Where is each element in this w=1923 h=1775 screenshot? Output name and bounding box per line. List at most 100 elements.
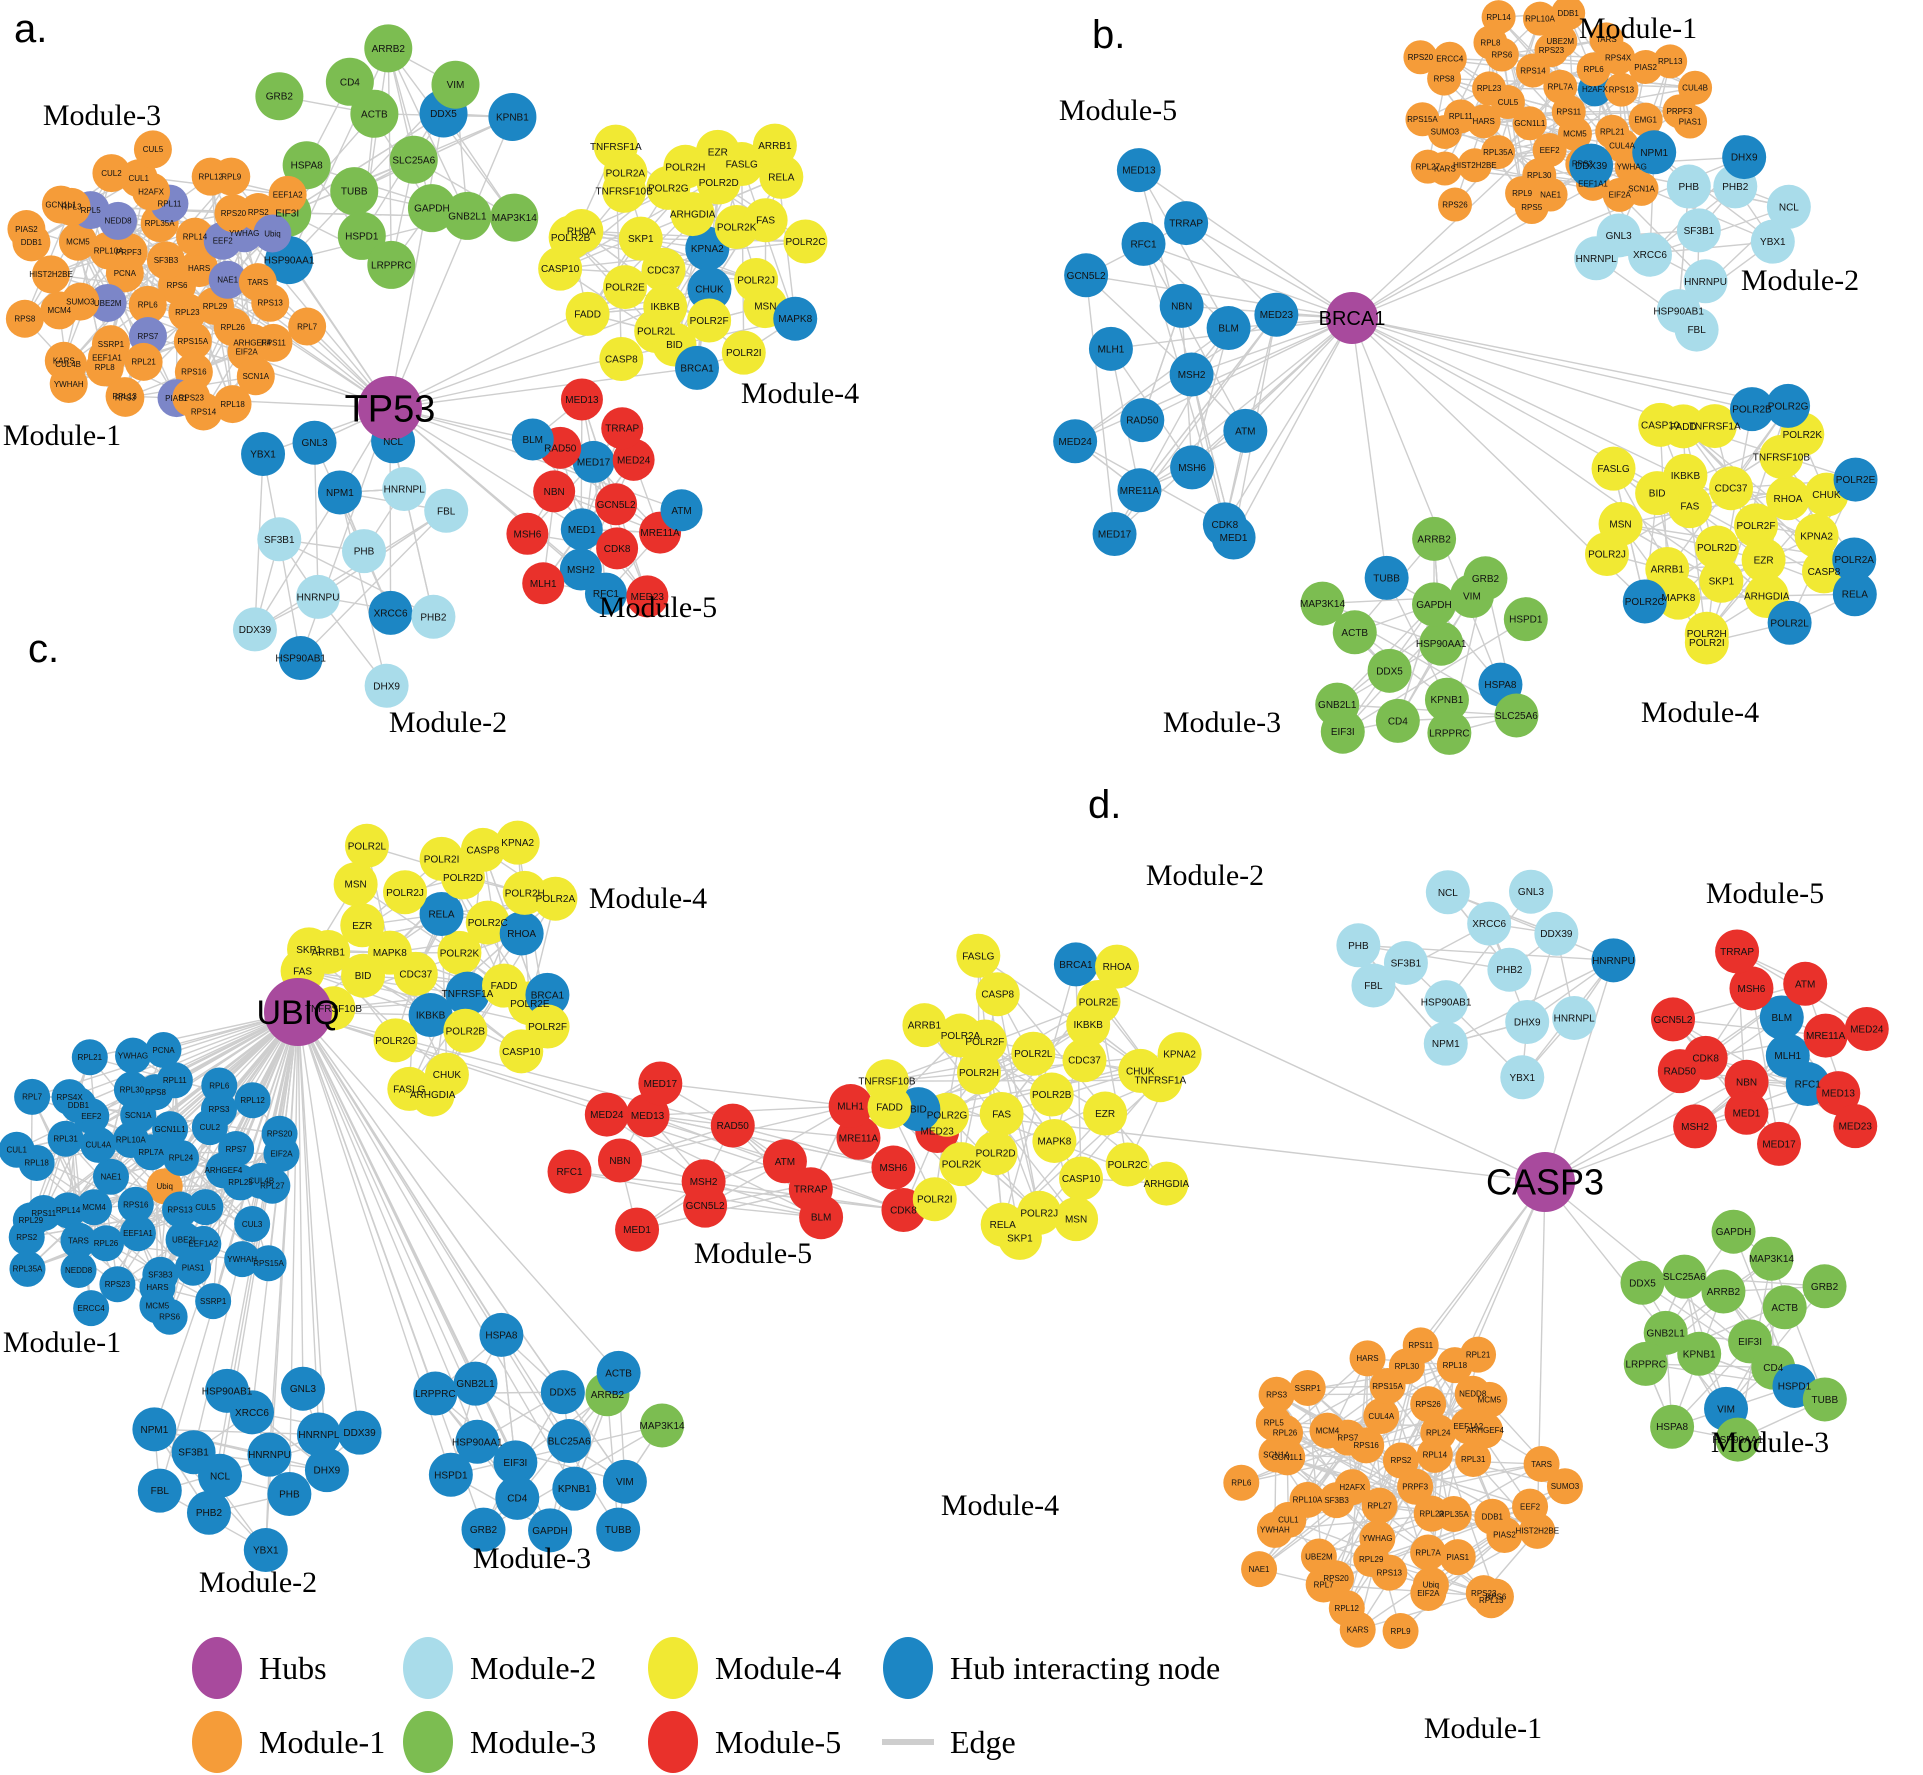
node-GNB2L1[interactable]: [453, 1361, 498, 1406]
node-EMG1[interactable]: [1628, 102, 1663, 137]
node-GAPDH[interactable]: [528, 1508, 573, 1553]
node-MSH6[interactable]: [1729, 966, 1774, 1011]
node-CASP10[interactable]: [1059, 1156, 1104, 1201]
node-SLC25A6[interactable]: [1662, 1254, 1707, 1299]
node-POLR2F[interactable]: [1734, 503, 1779, 548]
node-ACTB[interactable]: [1762, 1285, 1807, 1330]
node-RPL7[interactable]: [288, 307, 327, 346]
node-PIAS1[interactable]: [175, 1249, 212, 1286]
node-HARS[interactable]: [1349, 1340, 1386, 1377]
node-MAP3K14[interactable]: [1749, 1236, 1794, 1281]
node-PHB[interactable]: [341, 529, 386, 574]
node-GRB2[interactable]: [461, 1507, 506, 1552]
node-UBE2M[interactable]: [1543, 24, 1578, 59]
node-POLR2B[interactable]: [1029, 1072, 1074, 1117]
node-RPS15A[interactable]: [250, 1245, 287, 1282]
node-MSH2[interactable]: [1673, 1104, 1718, 1149]
node-BLM[interactable]: [511, 418, 554, 461]
node-SKP1[interactable]: [618, 216, 663, 261]
node-DDX5[interactable]: [1367, 648, 1412, 693]
node-NPM1[interactable]: [317, 470, 362, 515]
node-BID[interactable]: [1635, 471, 1680, 516]
node-MAPK8[interactable]: [1032, 1118, 1077, 1163]
node-SSRP1[interactable]: [195, 1283, 232, 1320]
node-EZR[interactable]: [340, 903, 385, 948]
node-DDX39[interactable]: [232, 607, 277, 652]
node-SUMO3[interactable]: [1546, 1468, 1583, 1505]
node-GCN1L1[interactable]: [1512, 106, 1547, 141]
node-PHB2[interactable]: [1487, 947, 1532, 992]
node-RPL10A[interactable]: [89, 231, 128, 270]
node-RPL21[interactable]: [1460, 1336, 1497, 1373]
node-TRRAP[interactable]: [601, 407, 644, 450]
node-FBL[interactable]: [1674, 307, 1719, 352]
node-MCM4[interactable]: [1309, 1412, 1346, 1449]
node-LRPPRC[interactable]: [1623, 1341, 1668, 1386]
node-POLR2C[interactable]: [783, 219, 828, 264]
node-DDX39[interactable]: [337, 1410, 382, 1455]
node-RPL24[interactable]: [1420, 1414, 1457, 1451]
node-HNRNPL[interactable]: [382, 467, 427, 512]
node-CDC37[interactable]: [641, 247, 686, 292]
node-RPS13[interactable]: [1604, 72, 1639, 107]
node-POLR2I[interactable]: [1684, 620, 1729, 665]
node-FADD[interactable]: [867, 1085, 912, 1130]
node-NAE1[interactable]: [1241, 1551, 1278, 1588]
node-RPS13[interactable]: [251, 283, 290, 322]
node-ARRB1[interactable]: [752, 123, 797, 168]
node-FAS[interactable]: [979, 1091, 1024, 1136]
node-POLR2B[interactable]: [443, 1008, 488, 1053]
node-RPS26[interactable]: [1437, 187, 1472, 222]
node-ERCC4[interactable]: [1432, 41, 1467, 76]
node-ERCC4[interactable]: [73, 1290, 110, 1327]
node-CASP8[interactable]: [599, 337, 644, 382]
node-POLR2I[interactable]: [419, 836, 464, 881]
node-HNRNPL[interactable]: [1574, 236, 1619, 281]
node-SF3B1[interactable]: [1676, 208, 1721, 253]
node-RELA[interactable]: [1832, 572, 1877, 617]
node-MLH1[interactable]: [828, 1084, 873, 1129]
node-HARS[interactable]: [180, 249, 219, 288]
node-YWHAG[interactable]: [115, 1037, 152, 1074]
node-NBN[interactable]: [1159, 283, 1204, 328]
node-CUL2[interactable]: [92, 154, 131, 193]
node-SF3B1[interactable]: [1383, 941, 1428, 986]
node-MED24[interactable]: [612, 438, 655, 481]
node-MSH2[interactable]: [1169, 352, 1214, 397]
node-CUL1[interactable]: [0, 1131, 35, 1168]
node-EIF2A[interactable]: [1410, 1574, 1447, 1611]
node-RPL7A[interactable]: [1410, 1534, 1447, 1571]
node-TUBB[interactable]: [1802, 1377, 1847, 1422]
node-NBN[interactable]: [597, 1138, 642, 1183]
node-SSRP1[interactable]: [1289, 1369, 1326, 1406]
node-RAD50[interactable]: [710, 1103, 755, 1148]
node-KPNA2[interactable]: [495, 820, 540, 865]
node-PIAS2[interactable]: [1486, 1516, 1523, 1553]
node-VIM[interactable]: [602, 1459, 647, 1504]
node-POLR2L[interactable]: [344, 823, 389, 868]
node-RPS23[interactable]: [99, 1266, 136, 1303]
node-MED24[interactable]: [584, 1092, 629, 1137]
node-HSP90AA1[interactable]: [1419, 621, 1464, 666]
node-DDX39[interactable]: [1534, 911, 1579, 956]
node-RPS15A[interactable]: [1405, 102, 1440, 137]
node-DDX5[interactable]: [1620, 1260, 1665, 1305]
node-MRE11A[interactable]: [1803, 1013, 1848, 1058]
node-ATM[interactable]: [762, 1139, 807, 1184]
node-POLR2E[interactable]: [1833, 457, 1878, 502]
node-HIST2H2BE[interactable]: [1457, 148, 1492, 183]
node-XRCC6[interactable]: [368, 590, 413, 635]
node-RELA[interactable]: [419, 891, 464, 936]
node-ARHGDIA[interactable]: [1144, 1161, 1189, 1206]
node-MAPK8[interactable]: [773, 296, 818, 341]
node-MED1[interactable]: [615, 1207, 660, 1252]
node-GNB2L1[interactable]: [443, 191, 492, 240]
node-CUL5[interactable]: [133, 130, 172, 169]
node-VIM[interactable]: [431, 60, 480, 109]
node-BRCA1[interactable]: [525, 972, 570, 1017]
node-NPM1[interactable]: [132, 1407, 177, 1452]
node-RPL9[interactable]: [1382, 1613, 1419, 1650]
node-FASLG[interactable]: [1591, 446, 1636, 491]
node-RPL27[interactable]: [254, 1167, 291, 1204]
node-MED17[interactable]: [638, 1061, 683, 1106]
